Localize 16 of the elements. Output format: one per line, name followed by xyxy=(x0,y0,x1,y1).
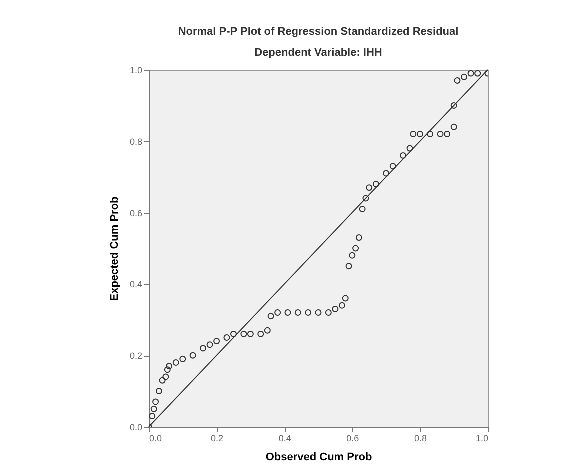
y-tick-label: 0.8 xyxy=(130,136,142,147)
y-tick-label: 1.0 xyxy=(130,66,142,76)
x-tick-label: 0.8 xyxy=(414,434,427,444)
y-tick-label: 0.0 xyxy=(130,422,142,432)
x-tick-label: 1.0 xyxy=(476,434,488,444)
x-tick-label: 0.2 xyxy=(211,434,224,444)
x-axis-title: Observed Cum Prob xyxy=(266,452,372,464)
x-tick-label: 0.6 xyxy=(346,434,360,444)
y-axis-title: Expected Cum Prob xyxy=(108,196,121,302)
x-tick-label: 0.0 xyxy=(150,434,162,444)
chart-title: Normal P-P Plot of Regression Standardized Residual xyxy=(178,26,459,38)
y-tick-label: 0.6 xyxy=(130,208,142,218)
x-tick-label: 0.4 xyxy=(278,434,292,444)
chart-subtitle: Dependent Variable: IHH xyxy=(254,47,382,59)
y-tick-label: 0.2 xyxy=(130,351,142,362)
y-tick-label: 0.4 xyxy=(130,280,142,290)
